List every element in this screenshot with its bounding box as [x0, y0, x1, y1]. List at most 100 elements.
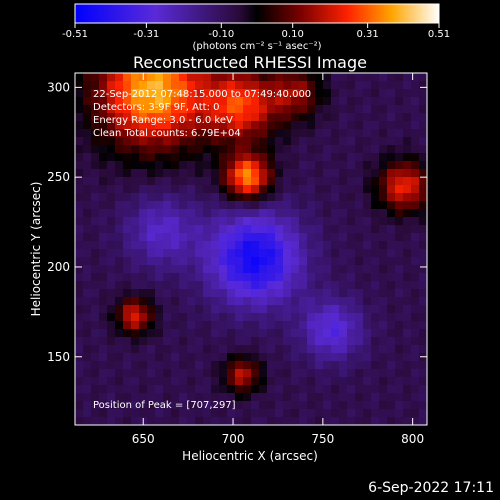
heatmap-cell: [131, 169, 140, 178]
heatmap-cell: [107, 241, 116, 250]
heatmap-cell: [155, 369, 164, 378]
heatmap-cell: [163, 361, 172, 370]
heatmap-cell: [107, 169, 116, 178]
heatmap-cell: [339, 353, 348, 362]
heatmap-cell: [83, 313, 92, 322]
heatmap-cell: [163, 305, 172, 314]
heatmap-cell: [387, 401, 396, 410]
heatmap-cell: [83, 273, 92, 282]
heatmap-cell: [75, 161, 84, 170]
heatmap-cell: [291, 393, 300, 402]
heatmap-cell: [395, 73, 404, 82]
heatmap-cell: [227, 249, 236, 258]
heatmap-cell: [379, 129, 388, 138]
heatmap-cell: [299, 329, 308, 338]
heatmap-cell: [379, 369, 388, 378]
info-line-energy: Energy Range: 3.0 - 6.0 keV: [93, 115, 233, 126]
heatmap-cell: [395, 361, 404, 370]
heatmap-cell: [115, 233, 124, 242]
heatmap-cell: [267, 73, 276, 82]
heatmap-cell: [363, 177, 372, 186]
heatmap-cell: [315, 145, 324, 154]
heatmap-cell: [107, 321, 116, 330]
heatmap-cell: [323, 145, 332, 154]
heatmap-cell: [187, 361, 196, 370]
heatmap-cell: [347, 273, 356, 282]
heatmap-cell: [107, 145, 116, 154]
heatmap-cell: [267, 225, 276, 234]
heatmap-cell: [347, 265, 356, 274]
heatmap-cell: [371, 369, 380, 378]
heatmap-cell: [267, 105, 276, 114]
heatmap-cell: [355, 321, 364, 330]
heatmap-cell: [83, 345, 92, 354]
heatmap-cell: [283, 185, 292, 194]
heatmap-cell: [347, 137, 356, 146]
heatmap-cell: [275, 201, 284, 210]
heatmap-cell: [83, 393, 92, 402]
heatmap-cell: [323, 153, 332, 162]
heatmap-cell: [275, 329, 284, 338]
heatmap-cell: [163, 137, 172, 146]
heatmap-cell: [115, 321, 124, 330]
heatmap-cell: [283, 265, 292, 274]
heatmap-cell: [339, 185, 348, 194]
heatmap-cell: [347, 369, 356, 378]
heatmap-cell: [227, 209, 236, 218]
heatmap-cell: [379, 385, 388, 394]
heatmap-cell: [355, 233, 364, 242]
heatmap-cell: [275, 193, 284, 202]
heatmap-cell: [251, 105, 260, 114]
heatmap-cell: [83, 241, 92, 250]
heatmap-cell: [203, 89, 212, 98]
heatmap-cell: [243, 377, 252, 386]
heatmap-cell: [243, 137, 252, 146]
heatmap-cell: [147, 329, 156, 338]
heatmap-cell: [363, 225, 372, 234]
heatmap-cell: [331, 209, 340, 218]
heatmap-cell: [315, 241, 324, 250]
heatmap-cell: [259, 129, 268, 138]
heatmap-cell: [171, 393, 180, 402]
heatmap-cell: [147, 353, 156, 362]
heatmap-cell: [179, 73, 188, 82]
heatmap-cell: [323, 321, 332, 330]
heatmap-cell: [323, 377, 332, 386]
heatmap-cell: [155, 297, 164, 306]
heatmap-cell: [363, 313, 372, 322]
heatmap-cell: [259, 377, 268, 386]
heatmap-cell: [355, 345, 364, 354]
heatmap-cell: [291, 353, 300, 362]
heatmap-cell: [355, 73, 364, 82]
heatmap-cell: [179, 313, 188, 322]
heatmap-cell: [283, 177, 292, 186]
heatmap-cell: [419, 113, 428, 122]
heatmap-cell: [307, 217, 316, 226]
heatmap-cell: [123, 209, 132, 218]
heatmap-cell: [347, 305, 356, 314]
heatmap-cell: [235, 145, 244, 154]
heatmap-cell: [155, 105, 164, 114]
heatmap-cell: [387, 137, 396, 146]
heatmap-cell: [275, 377, 284, 386]
heatmap-cell: [219, 169, 228, 178]
heatmap-cell: [235, 273, 244, 282]
heatmap-cell: [99, 361, 108, 370]
heatmap-cell: [123, 385, 132, 394]
heatmap-cell: [115, 129, 124, 138]
heatmap-cell: [219, 345, 228, 354]
heatmap-cell: [187, 89, 196, 98]
heatmap-cell: [155, 385, 164, 394]
heatmap-cell: [211, 169, 220, 178]
heatmap-cell: [323, 249, 332, 258]
heatmap-cell: [187, 329, 196, 338]
heatmap-cell: [211, 321, 220, 330]
heatmap-cell: [131, 289, 140, 298]
heatmap-cell: [291, 113, 300, 122]
heatmap-cell: [275, 289, 284, 298]
heatmap-cell: [419, 209, 428, 218]
heatmap-cell: [155, 225, 164, 234]
heatmap-cell: [419, 289, 428, 298]
heatmap-cell: [219, 193, 228, 202]
heatmap-cell: [387, 153, 396, 162]
